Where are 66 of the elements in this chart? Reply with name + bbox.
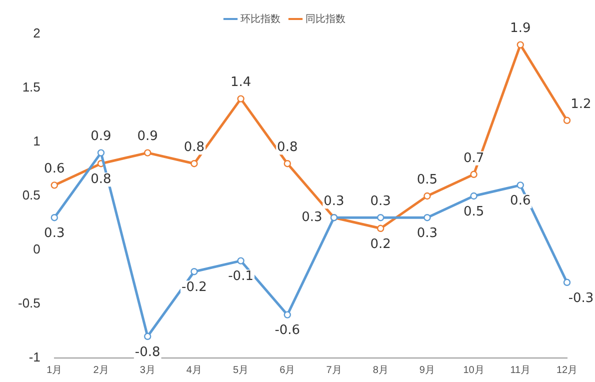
x-tick-label: 7月: [326, 364, 342, 376]
data-label: 0.6: [44, 162, 65, 177]
point: [190, 268, 198, 276]
point: [284, 311, 291, 318]
data-label: 1.2: [570, 96, 592, 112]
point: [377, 224, 384, 232]
data-label: 0.7: [463, 150, 484, 166]
y-tick-label: 1.5: [22, 80, 40, 95]
x-tick-label: 2月: [93, 364, 109, 376]
data-label: 0.5: [463, 204, 484, 220]
point: [190, 160, 198, 168]
point: [284, 160, 291, 168]
data-label: 1.4: [230, 75, 252, 90]
y-tick-label: 1: [33, 134, 40, 149]
x-tick-label: 11月: [510, 364, 531, 376]
point: [516, 41, 524, 48]
x-tick-label: 12月: [556, 364, 578, 376]
x-tick-label: 1月: [46, 364, 62, 376]
data-label: 0.6: [510, 194, 531, 209]
y-tick-label: 0: [33, 242, 40, 257]
x-tick-label: 4月: [186, 364, 202, 376]
y-tick-label: -1: [28, 350, 40, 365]
y-tick-label: 2: [33, 26, 40, 41]
point: [563, 116, 571, 124]
point: [470, 192, 478, 200]
point: [97, 149, 105, 156]
x-tick-label: 8月: [372, 364, 388, 376]
point: [237, 95, 244, 102]
x-tick-label: 5月: [233, 364, 249, 376]
point: [424, 214, 431, 222]
y-tick-label: -0.5: [18, 296, 40, 311]
point: [50, 214, 58, 222]
data-label: -0.3: [568, 290, 594, 306]
data-label: 0.3: [370, 194, 391, 209]
legend-label: 同比指数: [306, 12, 346, 25]
data-label: 0.5: [416, 172, 438, 188]
point: [424, 192, 431, 200]
data-label: 0.9: [90, 129, 112, 144]
y-tick-label: 0.5: [22, 188, 40, 203]
data-label: 0.8: [184, 140, 205, 155]
data-label: 0.8: [277, 140, 298, 155]
x-tick-label: 6月: [280, 364, 296, 376]
data-label: 0.3: [416, 226, 438, 241]
data-label: 0.9: [137, 129, 158, 144]
x-tick-label: 10月: [463, 364, 484, 376]
point: [237, 257, 244, 264]
data-label: 0.3: [302, 210, 322, 225]
point: [516, 182, 524, 189]
data-label: 0.3: [324, 194, 344, 209]
point: [144, 149, 152, 156]
data-label: -0.8: [134, 344, 160, 360]
data-label: 0.2: [370, 236, 391, 252]
data-label: 0.8: [90, 172, 112, 187]
data-label: 1.9: [510, 21, 531, 36]
x-tick-label: 3月: [140, 364, 156, 376]
point: [377, 214, 384, 222]
data-label: -0.2: [182, 280, 207, 295]
point: [470, 170, 478, 178]
point: [144, 332, 152, 340]
point: [563, 278, 571, 286]
data-label: -0.6: [274, 323, 300, 338]
point: [50, 182, 58, 189]
legend-label: 环比指数: [240, 12, 280, 25]
data-label: 0.3: [44, 226, 65, 241]
data-label: -0.1: [228, 269, 254, 284]
x-tick-label: 9月: [419, 364, 435, 376]
